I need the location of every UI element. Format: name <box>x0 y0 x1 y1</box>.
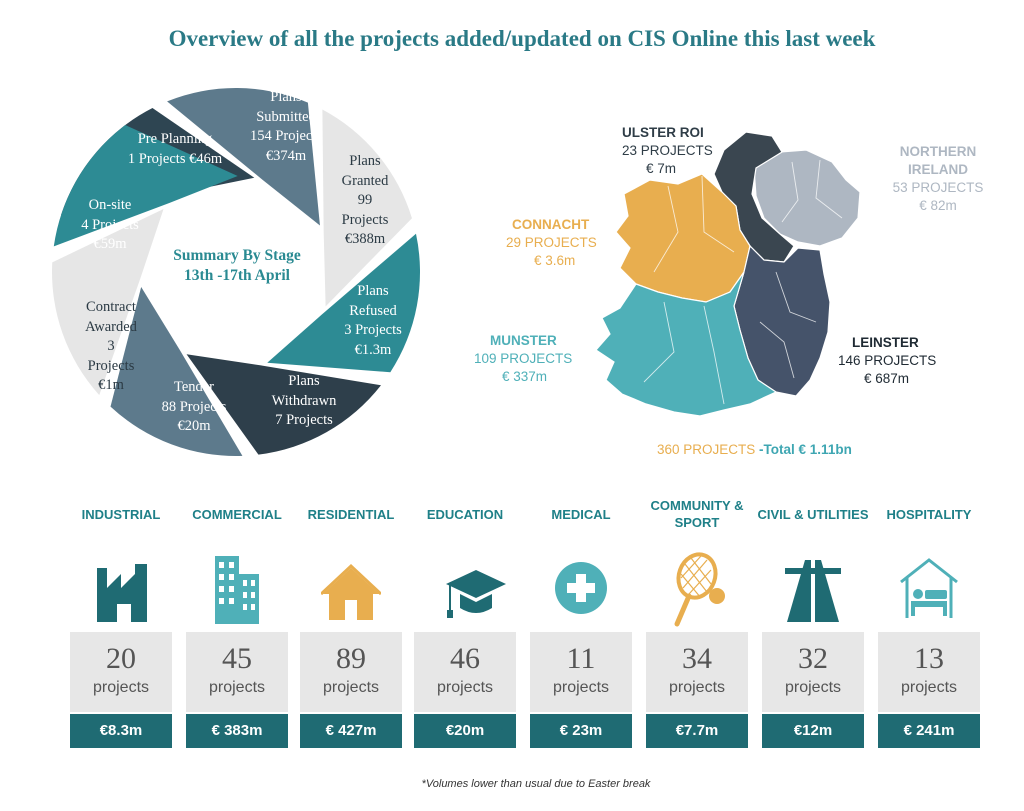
aperture-blade-on-site <box>53 125 238 247</box>
aperture-blade-plans-refused <box>267 233 421 373</box>
aperture-blade-plans-withdrawn <box>186 354 381 455</box>
stage-plans-refused: Plans Refused 3 Projects €1.3m <box>344 283 402 358</box>
value-box: €7.7m <box>646 714 748 748</box>
aperture-blade-plans-submitted <box>167 87 320 226</box>
stat-box: 11 projects <box>530 632 632 712</box>
aperture-graphic <box>52 87 421 456</box>
stat-box: 89 projects <box>300 632 402 712</box>
stat-box: 34 projects <box>646 632 748 712</box>
graduation-cap-icon <box>446 570 506 618</box>
house-icon <box>321 563 381 620</box>
tennis-racket-icon <box>674 552 725 627</box>
sector-name: INDUSTRIAL <box>81 506 161 522</box>
sector-name: EDUCATION <box>426 506 504 522</box>
page-title: Overview of all the projects added/updat… <box>168 26 876 51</box>
stage-tender: Tender 88 Projects €20m <box>161 379 227 434</box>
sector-name: CIVIL & UTILITIES <box>757 506 869 522</box>
sector-name: COMMERCIAL <box>192 506 282 522</box>
value-box: € 383m <box>186 714 288 748</box>
ireland-map <box>584 122 874 422</box>
total-projects: 360 PROJECTS -Total € 1.11bn <box>657 442 852 457</box>
stage-plans-withdrawn: Plans Withdrawn 7 Projects <box>271 373 337 428</box>
factory-icon <box>97 564 147 622</box>
footnote: *Volumes lower than usual due to Easter … <box>421 778 651 790</box>
value-box: € 23m <box>530 714 632 748</box>
medical-cross-icon <box>555 562 607 614</box>
stat-box: 13 projects <box>878 632 980 712</box>
sector-name: HOSPITALITY <box>886 506 972 522</box>
map-region-munster <box>595 271 778 417</box>
stage-on-site: On-site 4 Projects €59m <box>81 197 139 252</box>
label-leinster: LEINSTER 146 PROJECTS € 687m <box>838 335 937 386</box>
value-box: € 427m <box>300 714 402 748</box>
summary-by-stage-label: Summary By Stage 13th -17th April <box>173 247 301 284</box>
map-region-northern-ireland <box>753 149 861 247</box>
label-connacht: CONNACHT 29 PROJECTS € 3.6m <box>506 217 597 268</box>
stat-box: 45 projects <box>186 632 288 712</box>
value-box: €20m <box>414 714 516 748</box>
county-borders <box>643 159 843 405</box>
sector-name: MEDICAL <box>551 506 611 522</box>
value-box: €8.3m <box>70 714 172 748</box>
value-box: €12m <box>762 714 864 748</box>
road-icon <box>785 560 841 622</box>
stage-summary-aperture: Pre Planning 1 Projects €46m Plans Submitt… <box>48 86 424 458</box>
label-ulster-roi: ULSTER ROI 23 PROJECTS € 7m <box>622 125 713 176</box>
stat-box: 32 projects <box>762 632 864 712</box>
sector-name: RESIDENTIAL <box>307 506 395 522</box>
stage-plans-submitted: Plans Submitted 154 Projects €374m <box>249 89 323 164</box>
stage-contract-awarded: Contract Awarded 3 Projects €1m <box>85 299 137 393</box>
aperture-blade-contract-awarded <box>52 209 164 396</box>
stat-box: 46 projects <box>414 632 516 712</box>
stage-pre-planning: Pre Planning 1 Projects €46m <box>127 131 223 167</box>
value-box: € 241m <box>878 714 980 748</box>
sector-name: COMMUNITY & SPORT <box>650 498 744 530</box>
hotel-bed-icon <box>900 558 958 618</box>
stage-plans-granted: Plans Granted 99 Projects €388m <box>341 153 389 247</box>
aperture-blade-plans-granted <box>322 109 412 307</box>
label-munster: MUNSTER 109 PROJECTS € 337m <box>474 333 573 384</box>
building-icon <box>215 556 259 624</box>
aperture-blade-tender <box>110 287 243 456</box>
stat-box: 20 projects <box>70 632 172 712</box>
label-northern-ireland: NORTHERN IRELAND 53 PROJECTS € 82m <box>892 144 984 213</box>
